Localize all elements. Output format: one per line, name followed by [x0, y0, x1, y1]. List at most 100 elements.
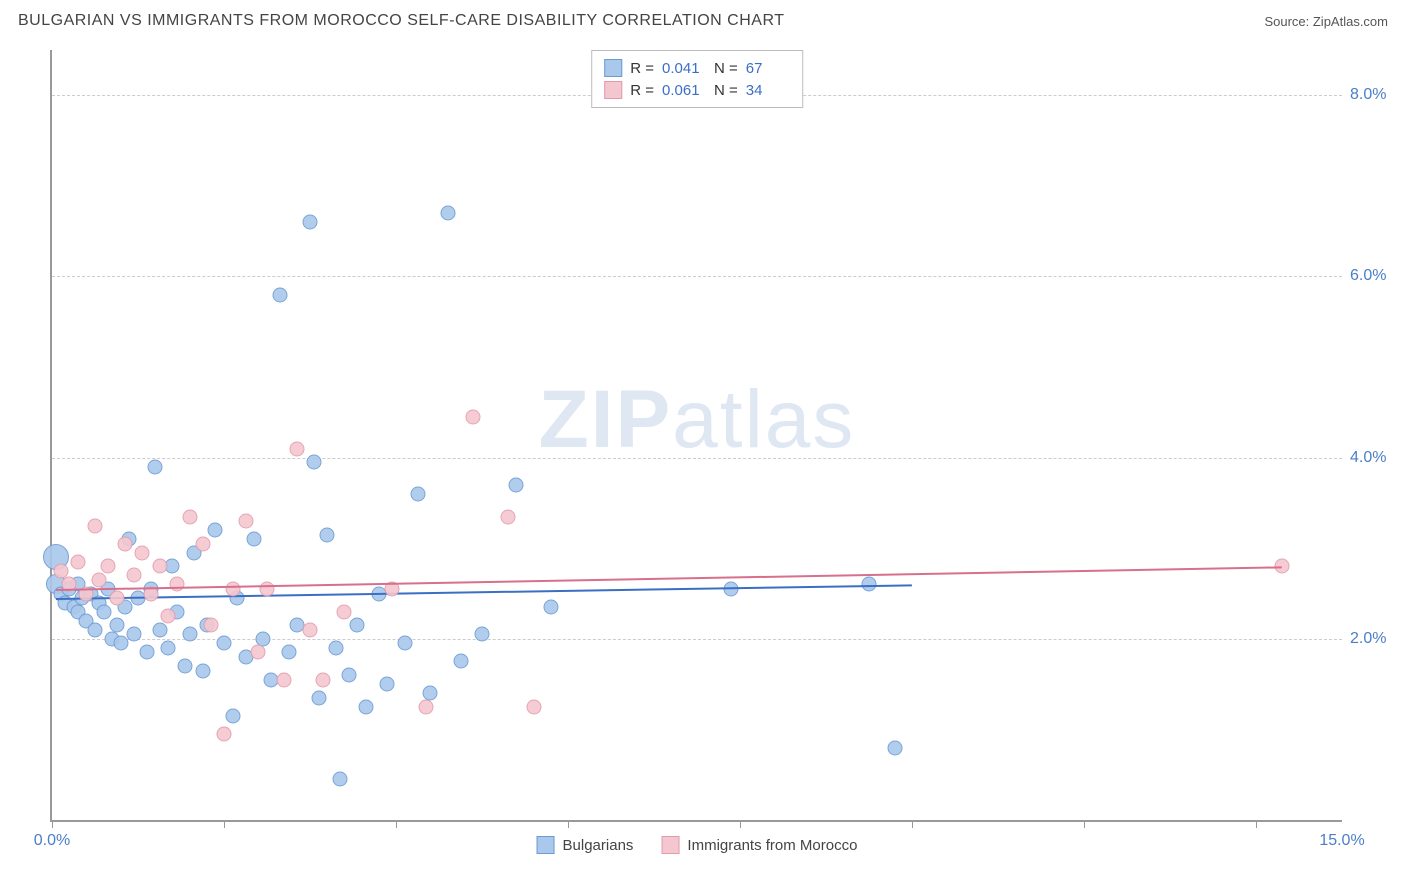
data-point-bulgarians	[126, 627, 141, 642]
watermark-zip: ZIP	[539, 374, 673, 465]
swatch-bulgarians	[537, 836, 555, 854]
x-tick	[52, 820, 53, 828]
data-point-bulgarians	[109, 618, 124, 633]
r-label: R =	[630, 82, 654, 99]
legend-label-morocco: Immigrants from Morocco	[687, 837, 857, 854]
data-point-bulgarians	[225, 708, 240, 723]
x-tick	[912, 820, 913, 828]
x-tick-label: 0.0%	[34, 832, 70, 850]
data-point-morocco	[126, 568, 141, 583]
data-point-morocco	[251, 645, 266, 660]
data-point-bulgarians	[161, 640, 176, 655]
data-point-morocco	[109, 591, 124, 606]
chart-title: BULGARIAN VS IMMIGRANTS FROM MOROCCO SEL…	[18, 12, 784, 30]
source-prefix: Source:	[1264, 14, 1312, 29]
data-point-bulgarians	[208, 523, 223, 538]
data-point-bulgarians	[887, 740, 902, 755]
x-tick	[1084, 820, 1085, 828]
data-point-bulgarians	[303, 215, 318, 230]
data-point-morocco	[135, 545, 150, 560]
gridline-h	[52, 639, 1342, 640]
data-point-morocco	[260, 582, 275, 597]
y-tick-label: 6.0%	[1350, 267, 1400, 285]
data-point-morocco	[88, 518, 103, 533]
gridline-h	[52, 276, 1342, 277]
data-point-bulgarians	[380, 677, 395, 692]
data-point-morocco	[118, 536, 133, 551]
data-point-morocco	[526, 699, 541, 714]
data-point-bulgarians	[165, 559, 180, 574]
r-label: R =	[630, 60, 654, 77]
data-point-bulgarians	[272, 287, 287, 302]
source-link[interactable]: ZipAtlas.com	[1313, 14, 1388, 29]
data-point-bulgarians	[88, 622, 103, 637]
data-point-bulgarians	[148, 459, 163, 474]
data-point-morocco	[152, 559, 167, 574]
data-point-bulgarians	[320, 527, 335, 542]
data-point-bulgarians	[440, 206, 455, 221]
data-point-bulgarians	[410, 486, 425, 501]
swatch-morocco	[661, 836, 679, 854]
data-point-morocco	[337, 604, 352, 619]
x-tick	[568, 820, 569, 828]
data-point-morocco	[290, 441, 305, 456]
y-tick-label: 4.0%	[1350, 449, 1400, 467]
data-point-bulgarians	[152, 622, 167, 637]
x-tick-label: 15.0%	[1319, 832, 1364, 850]
data-point-morocco	[204, 618, 219, 633]
data-point-bulgarians	[113, 636, 128, 651]
y-tick-label: 2.0%	[1350, 630, 1400, 648]
data-point-morocco	[238, 514, 253, 529]
data-point-bulgarians	[281, 645, 296, 660]
stats-row-bulgarians: R = 0.041 N = 67	[604, 57, 790, 79]
data-point-morocco	[225, 582, 240, 597]
legend-label-bulgarians: Bulgarians	[563, 837, 634, 854]
n-label: N =	[714, 82, 738, 99]
data-point-bulgarians	[178, 659, 193, 674]
data-point-bulgarians	[341, 668, 356, 683]
data-point-morocco	[92, 572, 107, 587]
x-tick	[396, 820, 397, 828]
data-point-bulgarians	[358, 699, 373, 714]
stats-legend: R = 0.041 N = 67 R = 0.061 N = 34	[591, 50, 803, 108]
data-point-bulgarians	[328, 640, 343, 655]
data-point-morocco	[169, 577, 184, 592]
legend-item-bulgarians: Bulgarians	[537, 836, 634, 854]
r-value-morocco: 0.061	[662, 82, 706, 99]
data-point-bulgarians	[247, 532, 262, 547]
x-tick	[1256, 820, 1257, 828]
legend-item-morocco: Immigrants from Morocco	[661, 836, 857, 854]
data-point-bulgarians	[195, 663, 210, 678]
data-point-morocco	[466, 409, 481, 424]
gridline-h	[52, 458, 1342, 459]
watermark: ZIPatlas	[539, 373, 856, 467]
data-point-bulgarians	[96, 604, 111, 619]
data-point-bulgarians	[217, 636, 232, 651]
plot-area: ZIPatlas R = 0.041 N = 67 R = 0.061 N = …	[50, 50, 1342, 822]
data-point-morocco	[100, 559, 115, 574]
watermark-atlas: atlas	[672, 374, 855, 465]
swatch-morocco	[604, 81, 622, 99]
data-point-bulgarians	[307, 455, 322, 470]
stats-row-morocco: R = 0.061 N = 34	[604, 79, 790, 101]
n-value-bulgarians: 67	[746, 60, 790, 77]
data-point-morocco	[53, 563, 68, 578]
data-point-morocco	[217, 726, 232, 741]
data-point-bulgarians	[453, 654, 468, 669]
data-point-bulgarians	[333, 772, 348, 787]
data-point-bulgarians	[182, 627, 197, 642]
data-point-morocco	[303, 622, 318, 637]
data-point-morocco	[315, 672, 330, 687]
source-credit: Source: ZipAtlas.com	[1264, 14, 1388, 29]
data-point-morocco	[161, 609, 176, 624]
data-point-morocco	[277, 672, 292, 687]
r-value-bulgarians: 0.041	[662, 60, 706, 77]
swatch-bulgarians	[604, 59, 622, 77]
n-label: N =	[714, 60, 738, 77]
data-point-bulgarians	[139, 645, 154, 660]
data-point-bulgarians	[509, 477, 524, 492]
y-tick-label: 8.0%	[1350, 86, 1400, 104]
data-point-morocco	[70, 554, 85, 569]
data-point-morocco	[500, 509, 515, 524]
x-tick	[224, 820, 225, 828]
